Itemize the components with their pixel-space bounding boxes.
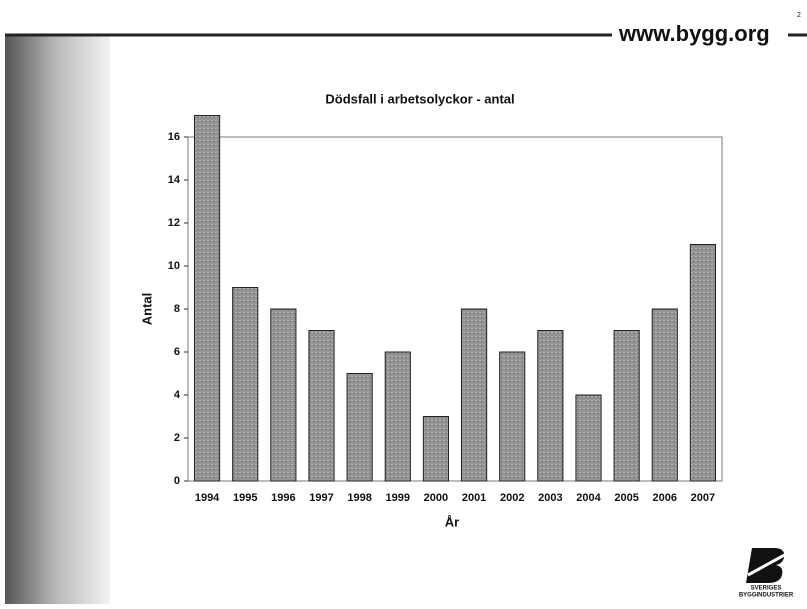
x-tick-label: 2007 (691, 492, 715, 504)
x-tick-label: 1994 (195, 492, 220, 504)
bar (460, 308, 488, 482)
chart-title: Dödsfall i arbetsolyckor - antal (325, 91, 514, 106)
x-tick-label: 1998 (347, 492, 371, 504)
x-axis-title: År (445, 514, 459, 529)
y-tick-label: 12 (168, 217, 180, 229)
x-tick-label: 1997 (309, 492, 333, 504)
bar (384, 351, 411, 482)
y-tick-label: 16 (168, 131, 180, 143)
side-decoration (5, 35, 110, 604)
y-tick-label: 4 (174, 389, 181, 401)
x-tick-label: 2005 (614, 492, 638, 504)
y-tick-label: 14 (168, 174, 181, 186)
x-tick-label: 2006 (653, 492, 677, 504)
logo: SVERIGES BYGGINDUSTRIER (739, 548, 794, 599)
x-tick-label: 2000 (424, 492, 448, 504)
logo-text: BYGGINDUSTRIER (739, 593, 794, 599)
x-tick-label: 1995 (233, 492, 257, 504)
bar (422, 416, 450, 482)
bar (193, 115, 221, 482)
bar (651, 308, 678, 482)
y-tick-label: 6 (174, 346, 180, 358)
x-tick-label: 2004 (576, 492, 601, 504)
plot-area (187, 136, 723, 482)
x-tick-label: 1999 (386, 492, 410, 504)
bar (270, 308, 297, 482)
x-tick-label: 2002 (500, 492, 524, 504)
bar (613, 330, 640, 482)
bar (308, 330, 335, 482)
bar (232, 287, 259, 482)
bar (689, 244, 717, 482)
bar (499, 351, 526, 482)
y-axis-title: Antal (139, 293, 154, 326)
y-tick-label: 2 (174, 432, 180, 444)
x-tick-label: 1996 (271, 492, 295, 504)
page-number: 2 (797, 12, 801, 19)
x-tick-label: 2001 (462, 492, 486, 504)
bar (537, 330, 564, 482)
y-tick-label: 8 (174, 303, 180, 315)
logo-text: SVERIGES (751, 586, 782, 592)
bar (575, 394, 602, 482)
logo-slash (747, 550, 791, 577)
x-tick-label: 2003 (538, 492, 562, 504)
bar (346, 373, 373, 482)
y-tick-label: 10 (168, 260, 180, 272)
y-tick-label: 0 (174, 475, 180, 487)
header-url: www.bygg.org (618, 21, 770, 46)
